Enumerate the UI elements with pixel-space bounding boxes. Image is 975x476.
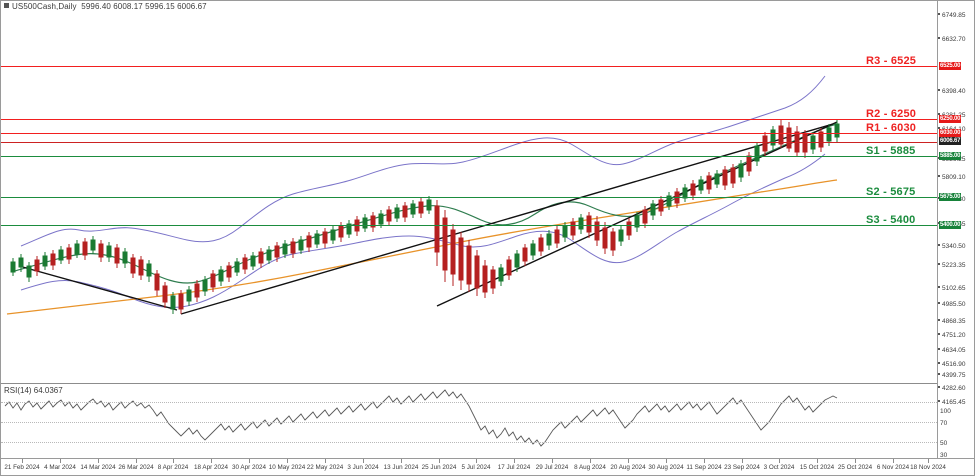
lower-band-line [20, 153, 826, 309]
price-tick: 4751.20 [938, 332, 966, 339]
rsi-guide-30 [1, 442, 937, 443]
price-tick: 4516.90 [938, 361, 966, 368]
date-label: 10 May 2024 [268, 464, 306, 471]
rsi-pane[interactable] [1, 384, 937, 458]
support-line-s1 [1, 156, 937, 157]
date-label: 11 Sep 2024 [686, 464, 722, 471]
price-tick: 4165.45 [938, 399, 966, 406]
date-label: 17 Jul 2024 [497, 464, 531, 471]
label-r3: R3 - 6525 [866, 55, 917, 67]
rsi-scale-30: 30 [940, 452, 948, 459]
price-tick: 4282.60 [938, 385, 966, 392]
price-tick: 5223.35 [938, 262, 966, 269]
axis-badge-s1: 5885.00 [939, 152, 962, 160]
candlestick-series [10, 120, 840, 314]
date-axis[interactable]: 21 Feb 2024 4 Mar 2024 14 Mar 2024 26 Ma… [0, 459, 946, 476]
date-label: 20 Aug 2024 [610, 464, 646, 471]
label-s3: S3 - 5400 [866, 214, 916, 226]
axis-badge-last-price: 6006.67 [939, 137, 962, 145]
date-label: 3 Oct 2024 [763, 464, 795, 471]
label-s2: S2 - 5675 [866, 186, 916, 198]
price-tick: 6749.85 [938, 12, 966, 19]
price-tick: 4868.35 [938, 318, 966, 325]
price-tick: 5340.50 [938, 243, 966, 250]
date-label: 8 Apr 2024 [157, 464, 189, 471]
date-label: 18 Nov 2024 [910, 464, 946, 471]
price-axis[interactable]: 6749.85 6632.70 6398.40 6281.25 6164.10 … [938, 0, 975, 459]
chart-title-bar: US500Cash,Daily 5996.40 6008.17 5996.15 … [4, 2, 207, 11]
label-r1: R1 - 6030 [866, 122, 917, 134]
support-line-s3 [1, 225, 937, 226]
date-label: 29 Jul 2024 [535, 464, 569, 471]
rsi-scale-70: 70 [940, 420, 948, 427]
date-label: 3 Jun 2024 [347, 464, 379, 471]
date-label: 8 Aug 2024 [574, 464, 606, 471]
support-line-s2 [1, 197, 937, 198]
date-label: 21 Feb 2024 [4, 464, 40, 471]
pane-separator [1, 383, 937, 384]
date-label: 30 Aug 2024 [648, 464, 684, 471]
date-label: 23 Sep 2024 [724, 464, 760, 471]
rsi-guide-70 [1, 402, 937, 403]
ohlc-quote-label: 5996.40 6008.17 5996.15 6006.67 [81, 2, 207, 11]
symbol-timeframe-label: US500Cash,Daily [12, 2, 77, 11]
date-label: 15 Oct 2024 [799, 464, 835, 471]
price-tick: 4399.75 [938, 372, 966, 379]
resistance-line-r1 [1, 133, 937, 134]
price-tick: 5102.65 [938, 285, 966, 292]
rsi-indicator-label: RSI(14) 64.0367 [4, 386, 63, 395]
price-tick: 6632.70 [938, 36, 966, 43]
price-tick: 4985.50 [938, 301, 966, 308]
rsi-scale-100: 100 [940, 408, 951, 415]
axis-badge-s3: 5400.00 [939, 221, 962, 229]
price-pane[interactable] [1, 14, 937, 382]
date-label: 14 Mar 2024 [80, 464, 116, 471]
date-label: 30 Apr 2024 [232, 464, 266, 471]
date-label: 26 Mar 2024 [118, 464, 154, 471]
upper-band-line [20, 75, 826, 247]
trendline-lower [18, 265, 178, 311]
trendline-upper [180, 123, 834, 315]
date-label: 25 Jun 2024 [421, 464, 457, 471]
rsi-scale-50: 50 [940, 440, 948, 447]
date-label: 6 Nov 2024 [876, 464, 910, 471]
price-axis-separator [937, 0, 938, 458]
axis-badge-r1: 6030.00 [939, 129, 962, 137]
rsi-line-svg [4, 389, 838, 447]
price-tick: 4634.05 [938, 347, 966, 354]
axis-badge-r2: 6250.00 [939, 115, 962, 123]
price-tick: 5809.10 [938, 174, 966, 181]
resistance-line-r2 [1, 119, 937, 120]
date-label: 25 Oct 2024 [837, 464, 873, 471]
axis-badge-s2: 5675.00 [939, 193, 962, 201]
label-r2: R2 - 6250 [866, 108, 917, 120]
chart-marker-icon [4, 3, 9, 9]
date-label: 18 Apr 2024 [194, 464, 228, 471]
price-series-svg [6, 75, 840, 315]
date-axis-separator [0, 458, 975, 459]
date-label: 5 Jul 2024 [461, 464, 491, 471]
date-label: 22 May 2024 [306, 464, 344, 471]
rsi-guide-50 [1, 422, 937, 423]
axis-badge-r3: 6525.00 [939, 62, 962, 70]
label-s1: S1 - 5885 [866, 145, 916, 157]
date-label: 4 Mar 2024 [44, 464, 76, 471]
resistance-line-r3 [1, 66, 937, 67]
date-label: 13 Jun 2024 [383, 464, 419, 471]
moving-average-slow-line [6, 179, 838, 315]
current-price-line [1, 142, 937, 143]
price-tick: 6398.40 [938, 88, 966, 95]
